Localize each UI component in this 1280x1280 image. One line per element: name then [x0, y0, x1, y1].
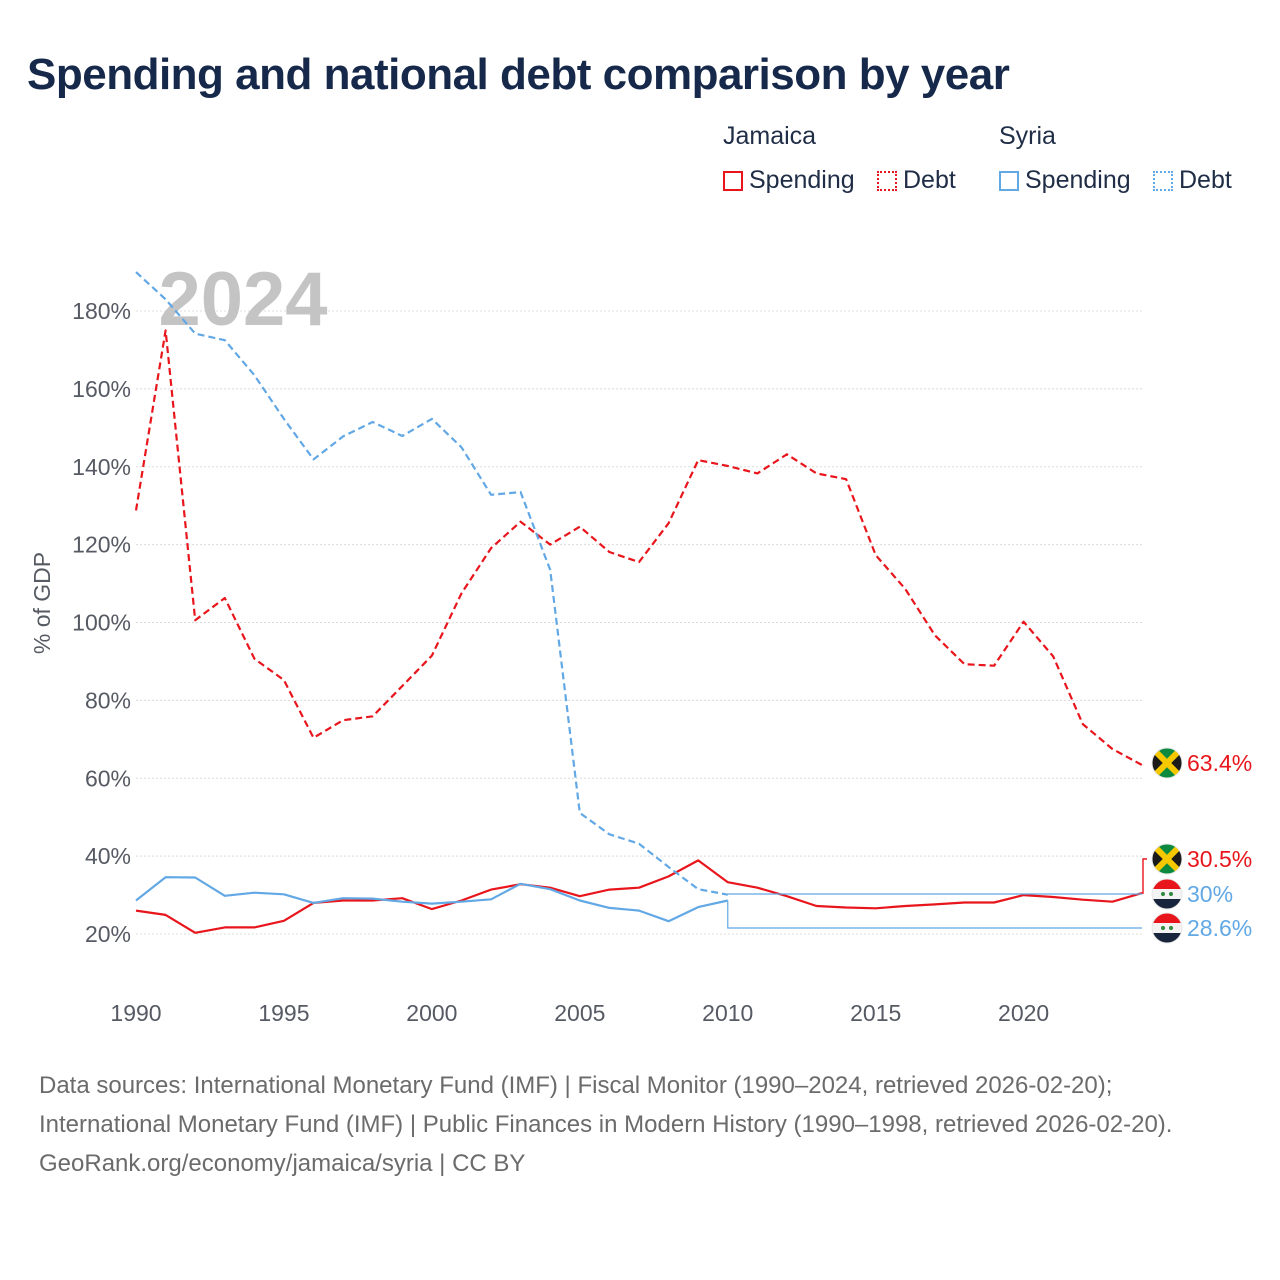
chart-plot: 20% 40% 60% 80% 100% 120% 140% 160% 180% 1990 1995… [29, 257, 1252, 1026]
legend-swatch-solid-red [723, 170, 743, 191]
legend-swatch-dotted-red [877, 170, 897, 191]
y-tick-label: 60% [85, 765, 131, 791]
x-tick-label: 2020 [998, 1000, 1049, 1026]
jamaica-flag-icon [1151, 843, 1183, 875]
y-tick-label: 80% [85, 687, 131, 713]
syria-debt-connector [727, 893, 1142, 895]
jamaica-spending-line [135, 859, 1143, 934]
legend-jamaica-spending-label: Spending [749, 166, 855, 194]
x-tick-label: 2005 [554, 1000, 605, 1026]
syria-debt-end-label: 30% [1187, 881, 1233, 907]
legend-syria-spending[interactable]: Spending [999, 166, 1131, 195]
x-tick-label: 2010 [702, 1000, 753, 1026]
y-tick-label: 20% [85, 921, 131, 947]
jamaica-flag-icon [1151, 747, 1183, 779]
x-tick-label: 2015 [850, 1000, 901, 1026]
y-tick-label: 160% [72, 376, 131, 402]
legend-jamaica-label: Jamaica [723, 122, 817, 150]
syria-spending-line [135, 876, 729, 923]
legend-syria-label: Syria [999, 122, 1056, 150]
y-tick-label: 180% [72, 298, 131, 324]
x-tick-label: 2000 [406, 1000, 457, 1026]
legend-jamaica-debt[interactable]: Debt [877, 166, 956, 195]
data-sources: Data sources: International Monetary Fun… [39, 1072, 1173, 1138]
y-tick-label: 140% [72, 454, 131, 480]
chart-title: Spending and national debt comparison by… [27, 50, 1010, 99]
syria-spending-end-label: 28.6% [1187, 915, 1252, 941]
y-tick-label: 120% [72, 532, 131, 558]
legend-swatch-solid-blue [999, 170, 1019, 191]
y-tick-label: 40% [85, 843, 131, 869]
legend-syria-debt[interactable]: Debt [1153, 166, 1232, 195]
legend-jamaica-spending[interactable]: Spending [723, 166, 855, 195]
syria-flag-icon [1151, 878, 1183, 910]
legend-syria-spending-label: Spending [1025, 166, 1131, 194]
legend-swatch-dotted-blue [1153, 170, 1173, 191]
jamaica-debt-line [134, 329, 1143, 766]
x-tick-label: 1995 [258, 1000, 309, 1026]
jamaica-spending-connector [1142, 858, 1147, 894]
syria-spending-connector [727, 900, 1142, 929]
syria-flag-icon [1151, 912, 1183, 944]
legend-jamaica-debt-label: Debt [903, 166, 956, 194]
legend-syria-debt-label: Debt [1179, 166, 1232, 194]
credit-line: GeoRank.org/economy/jamaica/syria | CC B… [39, 1150, 526, 1177]
y-tick-label: 100% [72, 610, 131, 636]
jamaica-debt-end-label: 63.4% [1187, 750, 1252, 776]
x-tick-label: 1990 [110, 1000, 161, 1026]
jamaica-spending-end-label: 30.5% [1187, 846, 1252, 872]
syria-debt-line [135, 271, 729, 896]
year-watermark: 2024 [158, 257, 327, 342]
footer: Data sources: International Monetary Fun… [39, 1066, 1239, 1183]
y-axis-label: % of GDP [29, 552, 55, 654]
